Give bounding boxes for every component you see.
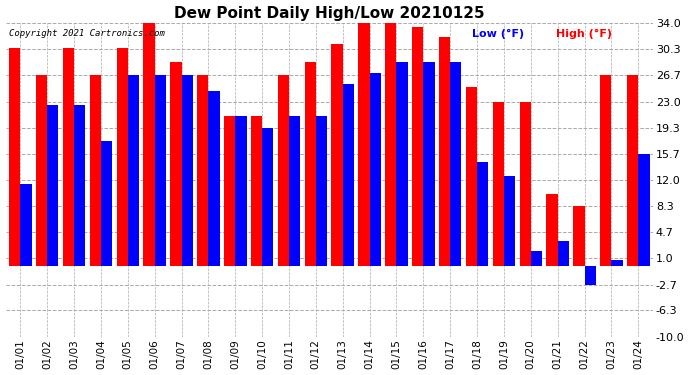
Text: Low (°F): Low (°F)	[472, 29, 524, 39]
Bar	[558, 240, 569, 266]
Bar	[439, 38, 450, 266]
Bar	[289, 116, 300, 266]
Bar	[546, 194, 558, 266]
Bar	[36, 75, 47, 266]
Bar	[424, 62, 435, 266]
Bar	[600, 75, 611, 266]
Bar	[412, 27, 424, 266]
Bar	[20, 183, 32, 266]
Bar	[235, 116, 246, 266]
Text: Copyright 2021 Cartronics.com: Copyright 2021 Cartronics.com	[9, 29, 165, 38]
Bar	[9, 48, 20, 266]
Bar	[493, 102, 504, 266]
Bar	[531, 251, 542, 266]
Text: High (°F): High (°F)	[556, 29, 612, 39]
Bar	[101, 141, 112, 266]
Bar	[155, 75, 166, 266]
Bar	[611, 260, 622, 266]
Bar	[370, 73, 381, 266]
Bar	[358, 23, 370, 266]
Bar	[74, 105, 86, 266]
Bar	[466, 87, 477, 266]
Bar	[128, 75, 139, 266]
Bar	[144, 23, 155, 266]
Bar	[170, 62, 181, 266]
Bar	[477, 162, 489, 266]
Bar	[385, 23, 397, 266]
Bar	[331, 45, 343, 266]
Bar	[450, 62, 462, 266]
Bar	[47, 105, 59, 266]
Bar	[117, 48, 128, 266]
Bar	[181, 75, 193, 266]
Bar	[627, 75, 638, 266]
Bar	[316, 116, 327, 266]
Bar	[573, 206, 584, 266]
Bar	[251, 116, 262, 266]
Bar	[224, 116, 235, 266]
Bar	[638, 154, 649, 266]
Bar	[262, 128, 273, 266]
Title: Dew Point Daily High/Low 20210125: Dew Point Daily High/Low 20210125	[174, 6, 484, 21]
Bar	[208, 91, 219, 266]
Bar	[304, 62, 316, 266]
Bar	[197, 75, 208, 266]
Bar	[277, 75, 289, 266]
Bar	[520, 102, 531, 266]
Bar	[504, 176, 515, 266]
Bar	[343, 84, 354, 266]
Bar	[584, 266, 596, 285]
Bar	[63, 48, 74, 266]
Bar	[90, 75, 101, 266]
Bar	[397, 62, 408, 266]
